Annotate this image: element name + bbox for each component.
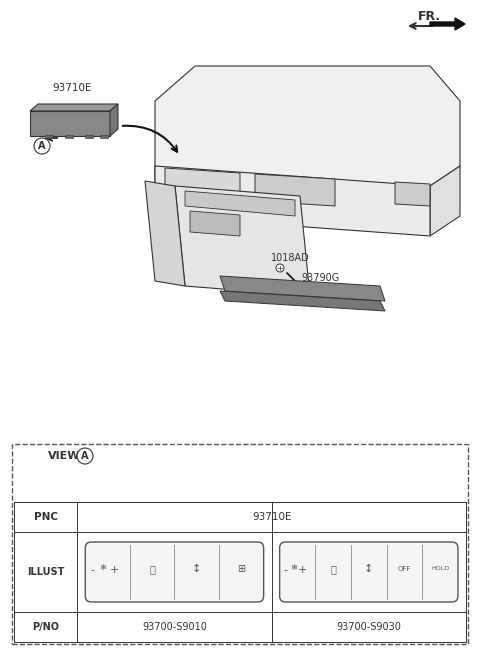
Polygon shape — [255, 174, 335, 206]
Text: 🪑: 🪑 — [330, 564, 336, 574]
Polygon shape — [30, 111, 110, 136]
Polygon shape — [190, 211, 240, 236]
Text: 93700-S9010: 93700-S9010 — [142, 622, 207, 632]
Text: OFF: OFF — [398, 566, 411, 572]
Polygon shape — [155, 166, 430, 236]
Text: A: A — [81, 451, 89, 461]
Text: ❄: ❄ — [100, 564, 107, 573]
Text: 93710E: 93710E — [252, 512, 291, 522]
Circle shape — [34, 138, 50, 154]
Text: FR.: FR. — [418, 9, 441, 22]
Polygon shape — [220, 276, 385, 301]
Text: 93710E: 93710E — [52, 83, 92, 93]
Polygon shape — [175, 186, 310, 296]
Polygon shape — [30, 104, 118, 111]
Bar — [100, 135, 108, 138]
Circle shape — [77, 448, 93, 464]
Text: VIEW: VIEW — [48, 451, 81, 461]
Polygon shape — [155, 66, 460, 186]
FancyBboxPatch shape — [280, 542, 458, 602]
Polygon shape — [155, 166, 195, 236]
Polygon shape — [110, 104, 118, 136]
Polygon shape — [185, 191, 295, 216]
Bar — [85, 135, 93, 138]
Text: ❄: ❄ — [290, 564, 298, 573]
Text: 🪑: 🪑 — [149, 564, 155, 574]
Bar — [65, 135, 73, 138]
Polygon shape — [145, 181, 185, 286]
Circle shape — [276, 264, 284, 272]
Text: ↕: ↕ — [364, 564, 373, 574]
Text: -: - — [283, 565, 287, 575]
Text: 93700-S9030: 93700-S9030 — [336, 622, 401, 632]
Bar — [45, 135, 53, 138]
Bar — [12, 444, 468, 644]
Text: ↕: ↕ — [192, 564, 202, 574]
Text: 1018AD: 1018AD — [271, 253, 310, 263]
Text: P/NO: P/NO — [32, 622, 59, 632]
Polygon shape — [430, 18, 465, 30]
Text: +: + — [109, 565, 119, 575]
FancyBboxPatch shape — [85, 542, 264, 602]
Polygon shape — [395, 182, 430, 206]
Polygon shape — [165, 168, 240, 211]
Text: HOLD: HOLD — [431, 567, 449, 571]
Text: +: + — [298, 565, 308, 575]
Polygon shape — [430, 166, 460, 236]
Polygon shape — [220, 291, 385, 311]
Text: 93790G: 93790G — [301, 273, 339, 283]
Text: A: A — [38, 141, 46, 151]
Text: -: - — [90, 565, 94, 575]
Text: PNC: PNC — [34, 512, 58, 522]
Text: ⊞: ⊞ — [237, 564, 245, 574]
Text: ILLUST: ILLUST — [27, 567, 64, 577]
